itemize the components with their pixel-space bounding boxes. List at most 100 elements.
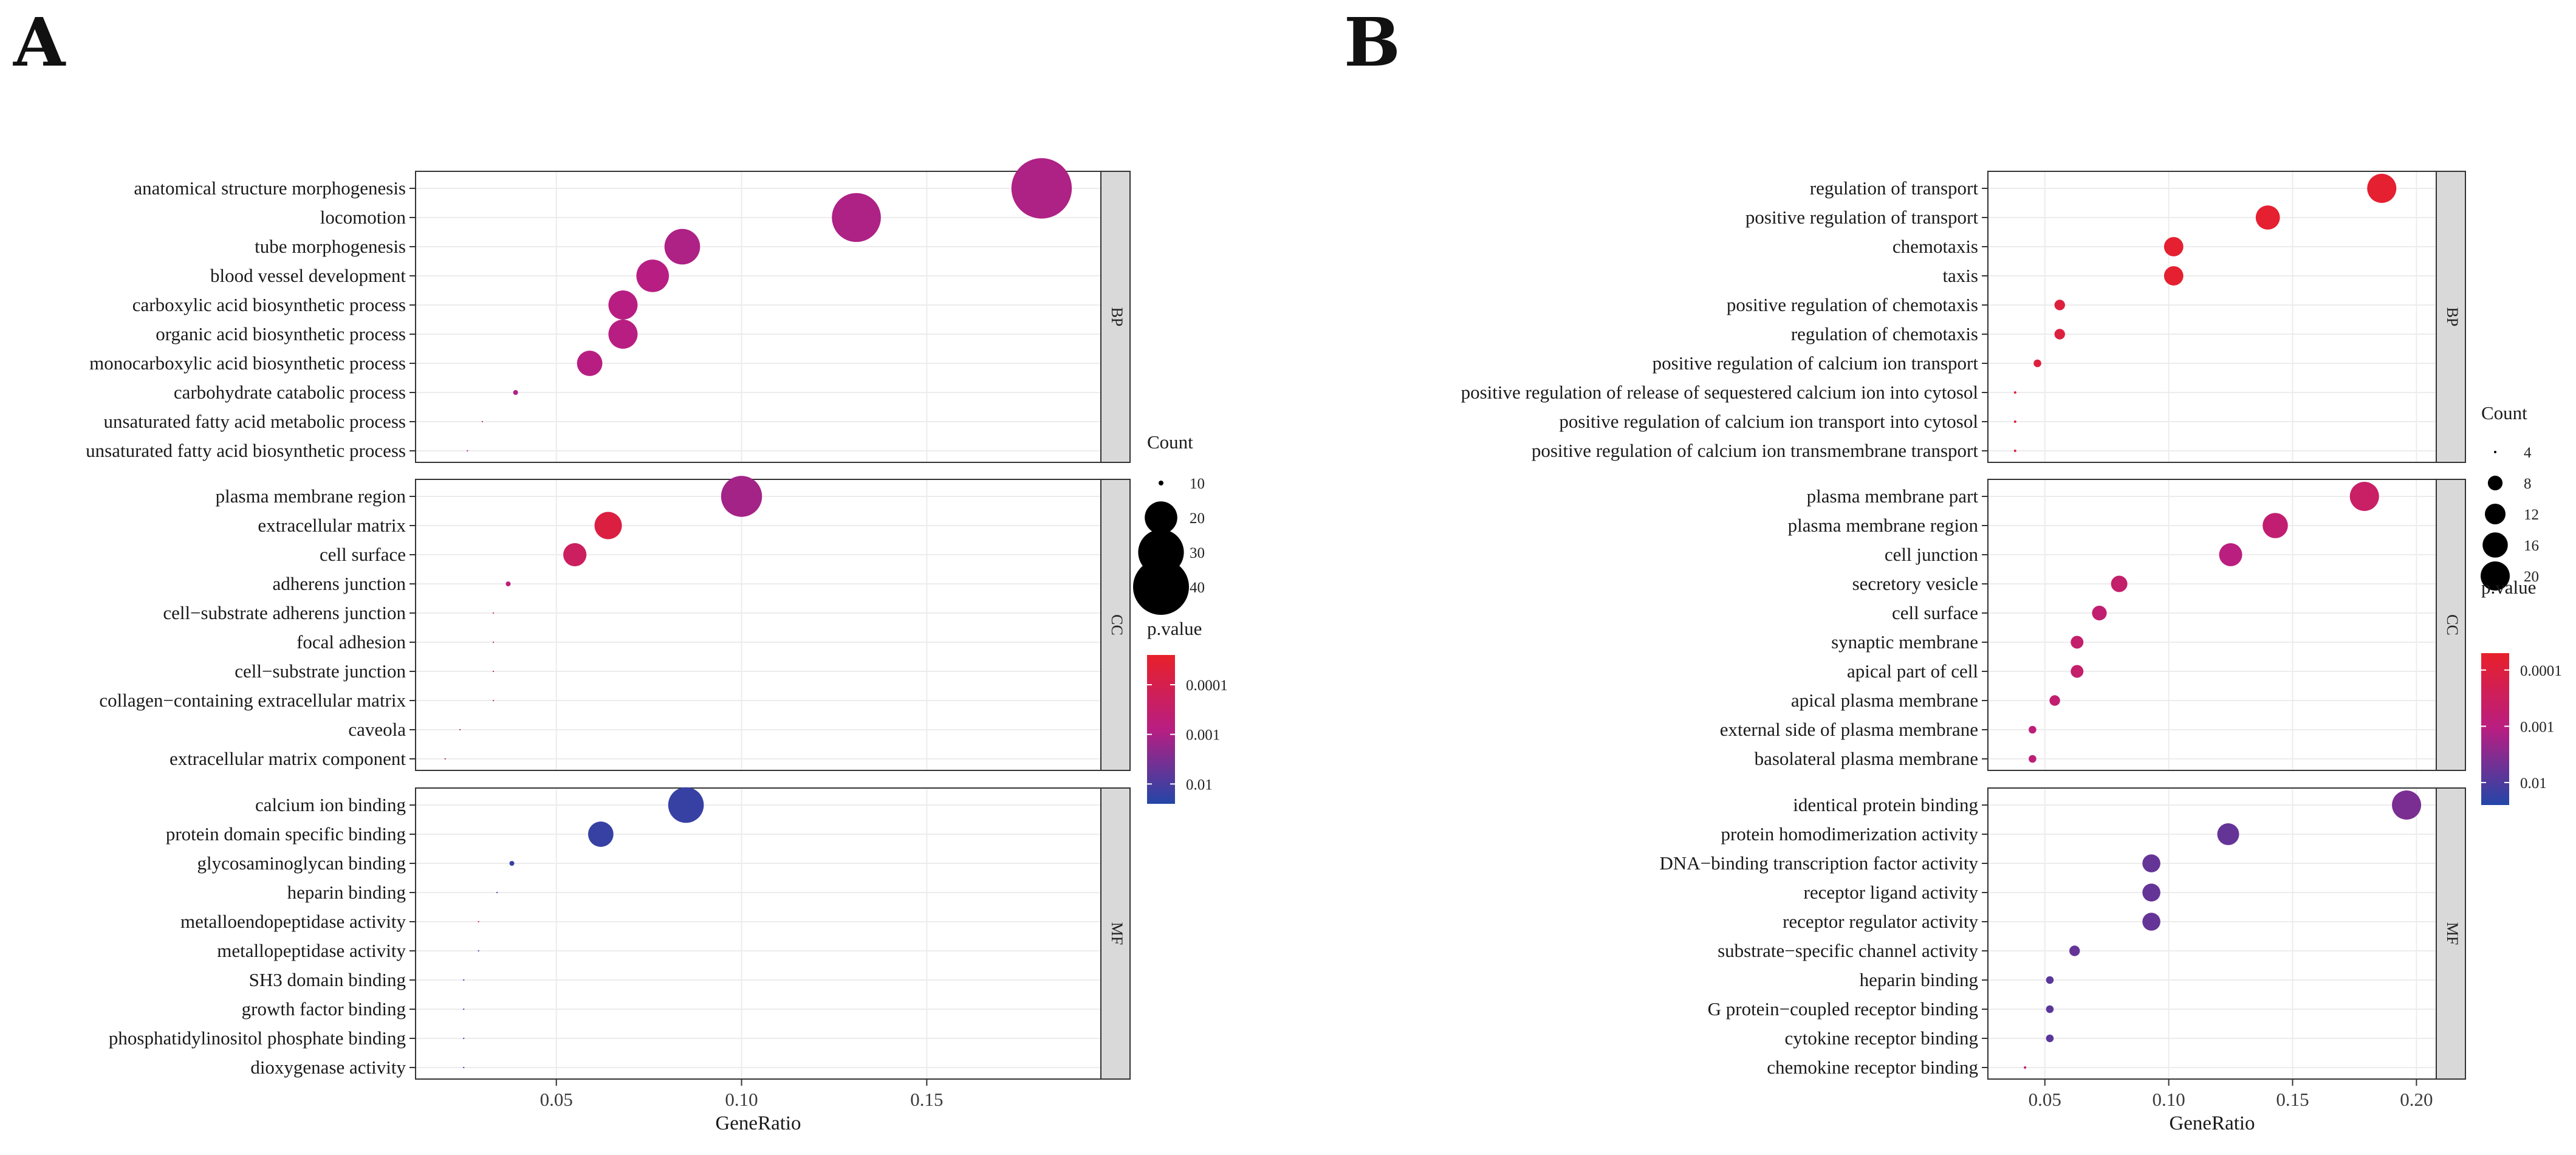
term-label: cell junction [1885, 544, 1979, 565]
size-legend-dot [1145, 501, 1177, 534]
term-label: positive regulation of calcium ion trans… [1532, 440, 1979, 461]
term-label: blood vessel development [210, 265, 406, 286]
data-point [2046, 1005, 2054, 1013]
size-legend-title: Count [1147, 431, 1193, 453]
term-label: receptor regulator activity [1783, 911, 1978, 932]
data-point [505, 581, 511, 586]
term-label: unsaturated fatty acid biosynthetic proc… [86, 440, 406, 461]
term-label: calcium ion binding [255, 794, 406, 815]
data-point [459, 728, 461, 731]
term-label: positive regulation of calcium ion trans… [1559, 411, 1978, 432]
term-label: heparin binding [1860, 969, 1978, 990]
term-label: monocarboxylic acid biosynthetic process [89, 352, 406, 374]
data-point [563, 543, 587, 567]
term-label: caveola [348, 719, 406, 740]
data-point [2092, 605, 2107, 621]
size-legend-title: Count [2481, 402, 2527, 423]
term-label: organic acid biosynthetic process [156, 323, 406, 344]
facet-bp: anatomical structure morphogenesis locomo… [86, 158, 1131, 463]
facet-strip-label: BP [2444, 307, 2461, 327]
size-legend-label: 20 [1190, 510, 1205, 527]
panel-label: B [1344, 3, 1400, 81]
term-label: locomotion [320, 207, 406, 228]
term-label: cytokine receptor binding [1784, 1027, 1978, 1049]
term-label: apical plasma membrane [1791, 690, 1978, 711]
size-legend-dot [2494, 451, 2496, 453]
term-label: tube morphogenesis [255, 236, 406, 257]
facet-bp: regulation of transport positive regulati… [1461, 171, 2466, 463]
data-point [492, 641, 495, 643]
data-point [2046, 1034, 2054, 1043]
size-legend-dot [2487, 475, 2503, 491]
facet-strip-label: MF [2444, 922, 2461, 945]
data-point [492, 670, 495, 673]
facet-plot-area [1987, 479, 2437, 771]
x-tick-label: 0.15 [910, 1089, 943, 1110]
data-point [2163, 237, 2184, 256]
data-point [2029, 725, 2036, 734]
term-label: substrate−specific channel activity [1718, 940, 1978, 961]
data-point [2142, 913, 2160, 931]
term-label: anatomical structure morphogenesis [134, 177, 406, 199]
color-legend-title: p.value [2481, 577, 2536, 598]
data-point [2263, 513, 2288, 538]
facet-strip-label: MF [1108, 922, 1126, 945]
term-label: positive regulation of calcium ion trans… [1653, 352, 1979, 374]
data-point [2349, 482, 2379, 511]
term-label: regulation of chemotaxis [1791, 323, 1978, 344]
data-point [2163, 266, 2184, 286]
term-label: plasma membrane part [1807, 485, 1979, 507]
color-legend-bar [1147, 655, 1175, 804]
facet-strip [1100, 787, 1131, 1080]
data-point [463, 1037, 465, 1040]
term-label: DNA−binding transcription factor activit… [1659, 852, 1978, 874]
data-point [2219, 543, 2242, 566]
data-point [463, 1066, 465, 1069]
data-point [463, 979, 465, 981]
size-legend-dot [2482, 532, 2508, 558]
size-legend-label: 12 [2524, 507, 2539, 523]
data-point [2054, 329, 2065, 340]
term-label: carbohydrate catabolic process [174, 382, 406, 403]
data-point [2367, 174, 2397, 203]
term-label: protein homodimerization activity [1721, 823, 1978, 845]
term-label: identical protein binding [1793, 794, 1978, 815]
facet-strip-label: CC [1108, 614, 1126, 636]
data-point [587, 821, 614, 847]
facet-plot-area [1987, 171, 2437, 463]
panel-label: A [13, 3, 66, 81]
color-legend-bar [2481, 653, 2509, 805]
size-legend-label: 10 [1190, 476, 1205, 492]
term-label: extracellular matrix component [170, 748, 406, 769]
color-legend-label: 0.001 [2520, 719, 2554, 735]
data-point [513, 390, 518, 395]
data-point [2392, 790, 2422, 820]
data-point [478, 920, 479, 923]
size-legend-label: 40 [1190, 580, 1205, 596]
data-point [481, 420, 483, 423]
color-legend-title: p.value [1147, 618, 1202, 639]
data-point [463, 1008, 465, 1010]
term-label: glycosaminoglycan binding [197, 852, 406, 874]
data-point [594, 512, 622, 540]
facet-strip [2436, 171, 2466, 463]
facet-plot-area [415, 171, 1101, 463]
term-label: unsaturated fatty acid metabolic process [103, 411, 406, 432]
term-label: chemotaxis [1893, 236, 1978, 257]
facet-strip [1100, 479, 1131, 771]
size-legend-label: 4 [2524, 445, 2532, 461]
data-point [509, 861, 515, 866]
x-tick-label: 0.15 [2276, 1089, 2309, 1110]
data-point [664, 228, 701, 265]
facet-strip [2436, 479, 2466, 771]
size-legend-dot [2485, 504, 2506, 524]
term-label: carboxylic acid biosynthetic process [132, 294, 406, 315]
color-legend-label: 0.0001 [1186, 677, 1228, 694]
term-label: positive regulation of transport [1745, 207, 1978, 228]
color-legend-label: 0.01 [2520, 775, 2547, 792]
term-label: regulation of transport [1810, 177, 1979, 199]
data-point [2111, 575, 2128, 592]
data-point [636, 259, 670, 292]
